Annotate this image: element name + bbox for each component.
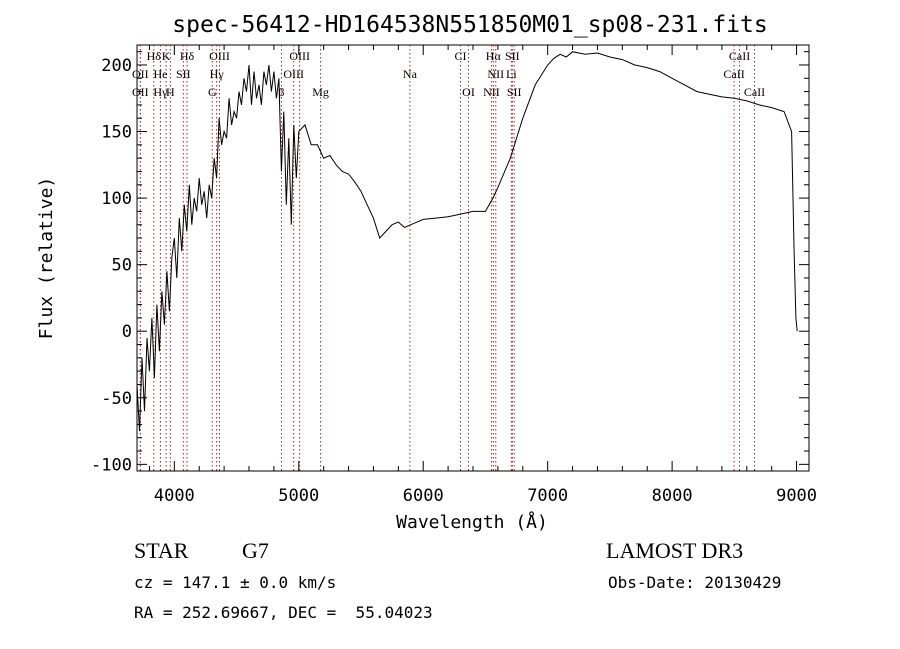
object-class: STAR — [134, 538, 189, 563]
line-marker-label: Hγ — [210, 67, 225, 81]
x-tick-label: 9000 — [776, 486, 817, 506]
survey-release: LAMOST DR3 — [606, 538, 744, 563]
line-marker-label: NII — [487, 67, 504, 81]
redshift-readout: cz = 147.1 ± 0.0 km/s — [134, 573, 337, 592]
x-tick-label: 5000 — [278, 486, 319, 506]
line-marker-label: Hδ — [147, 49, 162, 63]
line-marker-label: CaII — [729, 49, 750, 63]
y-tick-label: -50 — [101, 389, 132, 409]
line-marker-label: OIII — [289, 49, 310, 63]
line-marker-label: Mg — [312, 85, 329, 99]
line-marker-label: OI — [462, 85, 475, 99]
line-marker-label: OIII — [209, 49, 230, 63]
line-marker-label: CaII — [723, 67, 744, 81]
x-tick-label: 6000 — [403, 486, 444, 506]
line-marker-label: Na — [403, 67, 418, 81]
line-marker-label: CaII — [744, 85, 765, 99]
y-tick-label: 200 — [101, 56, 132, 76]
y-axis-ticks: -100 -50 0 50 100 150 200 — [91, 51, 809, 475]
y-tick-label: 0 — [122, 322, 132, 342]
line-marker-label: SII — [176, 67, 191, 81]
line-marker-label: Li — [506, 67, 517, 81]
line-marker-label: G — [208, 85, 217, 99]
y-axis-label: Flux (relative) — [36, 177, 57, 340]
line-marker-label: K — [162, 49, 171, 63]
x-tick-label: 7000 — [527, 486, 568, 506]
line-marker-label: CI — [455, 49, 467, 63]
x-tick-label: 8000 — [652, 486, 693, 506]
y-tick-label: 150 — [101, 123, 132, 143]
line-marker-label: H — [166, 85, 175, 99]
line-marker-label: Hγ — [153, 85, 168, 99]
chart-title: spec-56412-HD164538N551850M01_sp08-231.f… — [172, 12, 767, 38]
y-tick-label: -100 — [91, 455, 132, 475]
x-axis-ticks: 4000 5000 6000 7000 8000 9000 — [148, 45, 817, 506]
x-axis-label: Wavelength (Å) — [396, 511, 548, 533]
x-tick-label: 4000 — [154, 486, 195, 506]
line-marker-label: Hδ — [180, 49, 195, 63]
line-marker-label: β — [278, 85, 284, 99]
object-subclass: G7 — [242, 538, 269, 563]
spectrum-line — [136, 51, 798, 432]
line-marker-label: SII — [507, 85, 522, 99]
y-tick-label: 50 — [112, 256, 132, 276]
line-marker-label: OIII — [283, 67, 304, 81]
line-marker-label: Hα — [486, 49, 502, 63]
line-marker-label: NII — [483, 85, 500, 99]
line-markers — [139, 45, 755, 471]
coordinates: RA = 252.69667, DEC = 55.04023 — [134, 603, 433, 622]
line-marker-label: He — [154, 67, 168, 81]
y-tick-label: 100 — [101, 189, 132, 209]
obs-date: Obs-Date: 20130429 — [608, 573, 782, 592]
line-marker-label: OII — [132, 67, 149, 81]
line-marker-label: SII — [505, 49, 520, 63]
